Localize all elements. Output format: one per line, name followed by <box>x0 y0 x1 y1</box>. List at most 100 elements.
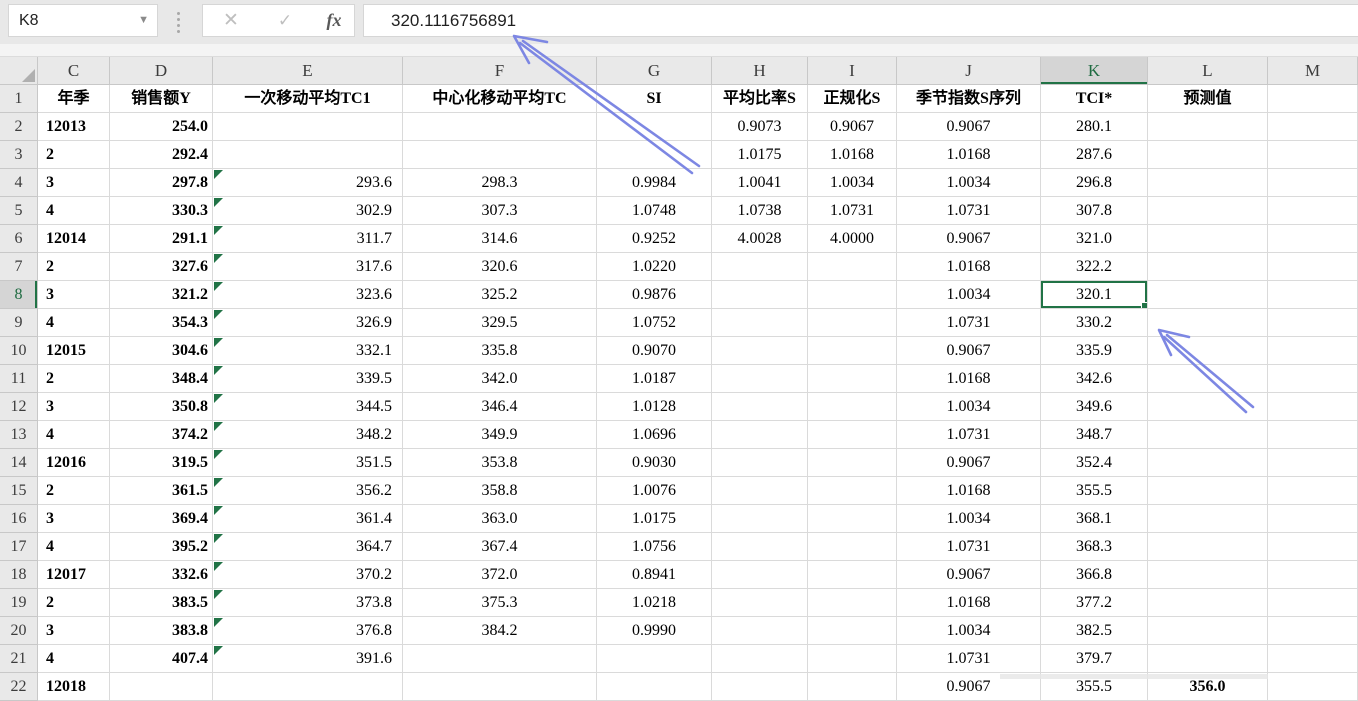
cell-I1[interactable]: 正规化S <box>808 85 897 113</box>
cell-F7[interactable]: 320.6 <box>403 253 597 281</box>
cell-J1[interactable]: 季节指数S序列 <box>897 85 1041 113</box>
cell-E13[interactable]: 348.2 <box>213 421 403 449</box>
cell-F6[interactable]: 314.6 <box>403 225 597 253</box>
cell-M9[interactable] <box>1268 309 1358 337</box>
cell-M13[interactable] <box>1268 421 1358 449</box>
cell-F22[interactable] <box>403 673 597 701</box>
cell-J12[interactable]: 1.0034 <box>897 393 1041 421</box>
cell-L14[interactable] <box>1148 449 1268 477</box>
row-header-20[interactable]: 20 <box>0 617 38 645</box>
cell-I2[interactable]: 0.9067 <box>808 113 897 141</box>
cell-E8[interactable]: 323.6 <box>213 281 403 309</box>
cell-G16[interactable]: 1.0175 <box>597 505 712 533</box>
cell-I21[interactable] <box>808 645 897 673</box>
cell-K3[interactable]: 287.6 <box>1041 141 1148 169</box>
cell-H9[interactable] <box>712 309 808 337</box>
cell-I12[interactable] <box>808 393 897 421</box>
cell-J3[interactable]: 1.0168 <box>897 141 1041 169</box>
cell-M18[interactable] <box>1268 561 1358 589</box>
cell-C4[interactable]: 3 <box>38 169 110 197</box>
column-header-J[interactable]: J <box>897 57 1041 85</box>
cell-L19[interactable] <box>1148 589 1268 617</box>
cell-H5[interactable]: 1.0738 <box>712 197 808 225</box>
cell-G15[interactable]: 1.0076 <box>597 477 712 505</box>
column-header-M[interactable]: M <box>1268 57 1358 85</box>
cell-F15[interactable]: 358.8 <box>403 477 597 505</box>
cell-J8[interactable]: 1.0034 <box>897 281 1041 309</box>
cell-L18[interactable] <box>1148 561 1268 589</box>
row-header-12[interactable]: 12 <box>0 393 38 421</box>
cell-F21[interactable] <box>403 645 597 673</box>
cell-E17[interactable]: 364.7 <box>213 533 403 561</box>
insert-function-icon[interactable]: fx <box>326 10 342 30</box>
cell-C22[interactable]: 12018 <box>38 673 110 701</box>
cell-J6[interactable]: 0.9067 <box>897 225 1041 253</box>
cell-G11[interactable]: 1.0187 <box>597 365 712 393</box>
cell-C9[interactable]: 4 <box>38 309 110 337</box>
cell-F17[interactable]: 367.4 <box>403 533 597 561</box>
cell-I5[interactable]: 1.0731 <box>808 197 897 225</box>
cell-F12[interactable]: 346.4 <box>403 393 597 421</box>
cell-C20[interactable]: 3 <box>38 617 110 645</box>
cell-D9[interactable]: 354.3 <box>110 309 213 337</box>
cell-F8[interactable]: 325.2 <box>403 281 597 309</box>
cell-G20[interactable]: 0.9990 <box>597 617 712 645</box>
cell-I20[interactable] <box>808 617 897 645</box>
cell-E2[interactable] <box>213 113 403 141</box>
cell-L10[interactable] <box>1148 337 1268 365</box>
cell-J4[interactable]: 1.0034 <box>897 169 1041 197</box>
cell-D3[interactable]: 292.4 <box>110 141 213 169</box>
row-header-4[interactable]: 4 <box>0 169 38 197</box>
cell-C21[interactable]: 4 <box>38 645 110 673</box>
cell-M7[interactable] <box>1268 253 1358 281</box>
cell-C19[interactable]: 2 <box>38 589 110 617</box>
cell-E18[interactable]: 370.2 <box>213 561 403 589</box>
row-header-22[interactable]: 22 <box>0 673 38 701</box>
cell-H11[interactable] <box>712 365 808 393</box>
cell-G21[interactable] <box>597 645 712 673</box>
cell-H15[interactable] <box>712 477 808 505</box>
cell-M3[interactable] <box>1268 141 1358 169</box>
cell-G2[interactable] <box>597 113 712 141</box>
cell-E12[interactable]: 344.5 <box>213 393 403 421</box>
cell-D19[interactable]: 383.5 <box>110 589 213 617</box>
row-header-9[interactable]: 9 <box>0 309 38 337</box>
cell-D15[interactable]: 361.5 <box>110 477 213 505</box>
cell-L7[interactable] <box>1148 253 1268 281</box>
cell-D18[interactable]: 332.6 <box>110 561 213 589</box>
cell-H12[interactable] <box>712 393 808 421</box>
cell-C7[interactable]: 2 <box>38 253 110 281</box>
row-header-21[interactable]: 21 <box>0 645 38 673</box>
cell-J20[interactable]: 1.0034 <box>897 617 1041 645</box>
cell-I4[interactable]: 1.0034 <box>808 169 897 197</box>
cell-K12[interactable]: 349.6 <box>1041 393 1148 421</box>
cell-H6[interactable]: 4.0028 <box>712 225 808 253</box>
cell-J7[interactable]: 1.0168 <box>897 253 1041 281</box>
cell-K16[interactable]: 368.1 <box>1041 505 1148 533</box>
cell-K4[interactable]: 296.8 <box>1041 169 1148 197</box>
cell-D10[interactable]: 304.6 <box>110 337 213 365</box>
cell-M6[interactable] <box>1268 225 1358 253</box>
cell-D2[interactable]: 254.0 <box>110 113 213 141</box>
cell-H22[interactable] <box>712 673 808 701</box>
cell-C12[interactable]: 3 <box>38 393 110 421</box>
cell-M15[interactable] <box>1268 477 1358 505</box>
cell-D8[interactable]: 321.2 <box>110 281 213 309</box>
column-header-F[interactable]: F <box>403 57 597 85</box>
cell-G1[interactable]: SI <box>597 85 712 113</box>
cell-J10[interactable]: 0.9067 <box>897 337 1041 365</box>
cell-E10[interactable]: 332.1 <box>213 337 403 365</box>
cell-F9[interactable]: 329.5 <box>403 309 597 337</box>
cell-E3[interactable] <box>213 141 403 169</box>
cell-L21[interactable] <box>1148 645 1268 673</box>
cell-L12[interactable] <box>1148 393 1268 421</box>
cell-H19[interactable] <box>712 589 808 617</box>
cell-C16[interactable]: 3 <box>38 505 110 533</box>
row-header-17[interactable]: 17 <box>0 533 38 561</box>
cell-C2[interactable]: 12013 <box>38 113 110 141</box>
cell-I3[interactable]: 1.0168 <box>808 141 897 169</box>
cell-D17[interactable]: 395.2 <box>110 533 213 561</box>
cell-J9[interactable]: 1.0731 <box>897 309 1041 337</box>
cell-H3[interactable]: 1.0175 <box>712 141 808 169</box>
cell-G19[interactable]: 1.0218 <box>597 589 712 617</box>
